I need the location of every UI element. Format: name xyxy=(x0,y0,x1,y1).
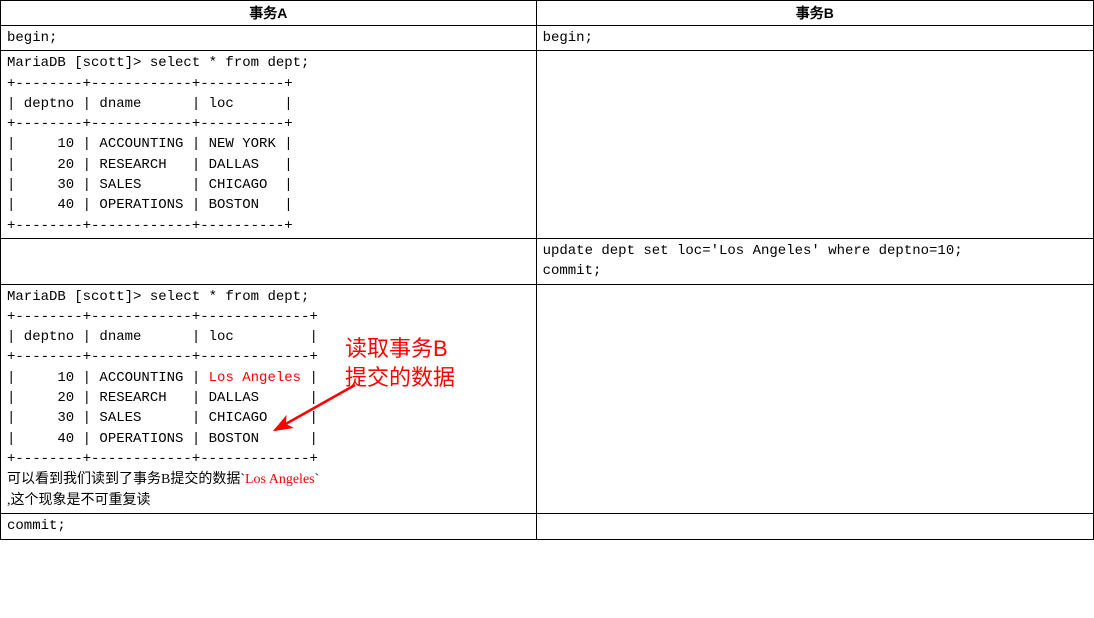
table-row: | 30 | SALES | CHICAGO | xyxy=(7,177,293,193)
hdr: | deptno | dname | loc | xyxy=(7,96,293,112)
sql-commit: commit; xyxy=(543,263,602,279)
cell-b-begin: begin; xyxy=(536,26,1093,51)
cell-b-empty1 xyxy=(536,51,1093,239)
cell-a-commit: commit; xyxy=(1,514,537,539)
table-row: | 40 | OPERATIONS | BOSTON | xyxy=(7,197,293,213)
cell-b-empty3 xyxy=(536,284,1093,514)
note-text: 可以看到我们读到了事务B提交的数据`Los Angeles`,这个现象是不可重复… xyxy=(7,469,530,511)
sep: +--------+------------+-------------+ xyxy=(7,309,318,325)
cell-a-select1: MariaDB [scott]> select * from dept; +--… xyxy=(1,51,537,239)
changed-value: Los Angeles xyxy=(209,370,301,386)
cell-b-empty4 xyxy=(536,514,1093,539)
sql-cmd: MariaDB [scott]> select * from dept; xyxy=(7,289,309,305)
table-row: | 40 | OPERATIONS | BOSTON | xyxy=(7,431,318,447)
table-row: | 30 | SALES | CHICAGO | xyxy=(7,410,318,426)
hdr: | deptno | dname | loc | xyxy=(7,329,318,345)
sep: +--------+------------+-------------+ xyxy=(7,349,318,365)
sql-update: update dept set loc='Los Angeles' where … xyxy=(543,243,963,259)
table-row: | 10 | ACCOUNTING | Los Angeles | xyxy=(7,370,318,386)
table-row: | 10 | ACCOUNTING | NEW YORK | xyxy=(7,136,293,152)
cell-b-update: update dept set loc='Los Angeles' where … xyxy=(536,238,1093,284)
header-b: 事务B xyxy=(536,1,1093,26)
cell-a-begin: begin; xyxy=(1,26,537,51)
sep: +--------+------------+----------+ xyxy=(7,218,293,234)
cell-a-select2: MariaDB [scott]> select * from dept; +--… xyxy=(1,284,537,514)
table-row: | 20 | RESEARCH | DALLAS | xyxy=(7,157,293,173)
transaction-comparison-table: 事务A 事务B begin; begin; MariaDB [scott]> s… xyxy=(0,0,1094,540)
table-row: | 20 | RESEARCH | DALLAS | xyxy=(7,390,318,406)
sep: +--------+------------+----------+ xyxy=(7,116,293,132)
sep: +--------+------------+----------+ xyxy=(7,76,293,92)
header-a: 事务A xyxy=(1,1,537,26)
sep: +--------+------------+-------------+ xyxy=(7,451,318,467)
cell-a-empty2 xyxy=(1,238,537,284)
sql-cmd: MariaDB [scott]> select * from dept; xyxy=(7,55,309,71)
